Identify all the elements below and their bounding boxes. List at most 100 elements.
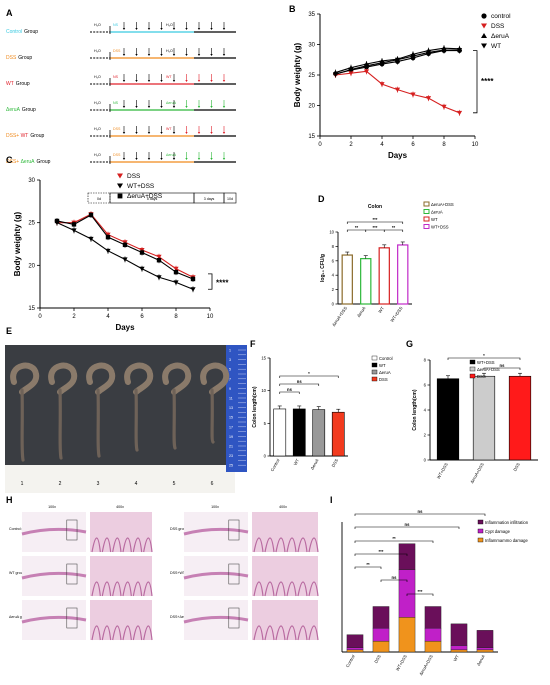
dosing-arrowhead — [147, 132, 151, 134]
point-wt — [410, 54, 416, 59]
colon-body — [172, 388, 177, 450]
point-wt-dss — [71, 228, 77, 233]
label-h2o: H₂O — [94, 49, 101, 53]
y-tick-label: 30 — [28, 178, 35, 184]
point-dss — [456, 110, 463, 116]
crypt — [143, 625, 153, 641]
timeline-0d: 0d — [97, 197, 101, 201]
significance-bracket — [279, 383, 320, 386]
label-h2o: H₂O — [94, 23, 101, 27]
x-tick-label: 6 — [140, 314, 144, 320]
significance-bracket — [354, 553, 408, 556]
stacked-bar-inflammation-infiltration — [372, 606, 390, 629]
bar-erua-dss — [341, 254, 353, 305]
histology-100x — [183, 512, 249, 552]
group-name: ΔeruA — [6, 107, 21, 113]
specimen-number: 2 — [59, 481, 62, 487]
specimen-number: 4 — [135, 481, 138, 487]
x-tick-label-dss: DSS — [330, 458, 339, 468]
colon-specimen: 6 — [200, 362, 230, 487]
schedule-row: Control Group H₂O NS H₂O — [6, 22, 236, 35]
histology-group-label-right: DSS+WT group — [170, 571, 195, 575]
specimen-number: 5 — [173, 481, 176, 487]
label-h2o-2: H₂O — [166, 23, 173, 27]
legend-swatch — [469, 366, 476, 372]
significance-label: *** — [418, 589, 423, 594]
bar-wt-dss — [436, 378, 460, 461]
timeline: 0d 5 days 3 days 10d — [87, 192, 237, 204]
x-tick-label-wt-dss: WT+DSS — [395, 654, 408, 672]
cecum — [86, 362, 116, 395]
x-tick-label-erua-dss: ΔeruA+DSS — [469, 462, 485, 484]
dosing-arrowhead — [185, 158, 188, 160]
mag-label-low-right: 100x — [211, 505, 219, 509]
tissue-bg — [90, 512, 152, 552]
panel-b-chart: B 15 20 25 30 35 0 2 4 6 8 10 Days Body weighty (g) c… — [289, 4, 511, 160]
crypt — [253, 581, 264, 597]
x-tick-label: 4 — [380, 142, 384, 148]
label-h2o-2: H₂O — [166, 49, 173, 53]
legend-swatch — [423, 216, 430, 222]
crypt — [308, 581, 319, 597]
point-wt — [394, 57, 401, 63]
schedule-group-label: DSS+ ΔeruA Group — [6, 159, 51, 165]
histology-group-label: ΔeruA group — [9, 615, 29, 619]
x-tick-label: 0 — [318, 142, 322, 148]
dosing-arrowhead — [122, 80, 126, 82]
stacked-bar-cypt-damage — [398, 569, 416, 618]
histology-100x — [21, 556, 87, 596]
crypt — [308, 537, 319, 553]
dosing-arrowhead — [210, 28, 213, 30]
x-tick-label-erua-dss: ΔeruA+DSS — [418, 654, 434, 676]
ruler-number: 25 — [229, 464, 233, 468]
ruler-number: 17 — [229, 425, 233, 429]
significance-bracket — [354, 513, 486, 516]
point-dss — [348, 71, 354, 76]
legend-label-erua: ΔeruA — [491, 33, 510, 40]
crypt — [132, 581, 143, 597]
legend-label-inflammation-infiltration: Inflammation infiltration — [485, 520, 529, 525]
label-treatment: ΔeruA — [166, 101, 177, 105]
significance-label: **** — [216, 278, 229, 287]
dosing-arrowhead — [147, 106, 151, 108]
stacked-bar-inflammation-infiltration — [424, 606, 442, 629]
bar-wt — [292, 408, 306, 457]
colon-specimen: 1 — [10, 362, 40, 487]
dosing-arrowhead — [197, 106, 201, 108]
dosing-arrowhead — [210, 106, 213, 108]
y-tick-label: 10 — [261, 388, 266, 393]
schedule-group-label: ΔeruA Group — [6, 107, 36, 113]
crypt — [143, 581, 153, 597]
ruler-number: 19 — [229, 435, 233, 439]
colon-body — [210, 388, 215, 444]
legend-label-wt: WT — [491, 43, 501, 50]
zoom-box — [228, 607, 240, 629]
stacked-bar-cypt-damage — [476, 647, 494, 651]
dosing-arrowhead — [210, 158, 213, 160]
y-tick-label: 0 — [424, 458, 427, 463]
legend-label-erua-dss: ΔeruA+DSS — [477, 367, 500, 372]
crypt — [308, 625, 319, 641]
legend-marker — [481, 13, 487, 19]
point-wt — [332, 72, 339, 77]
schedule-group-label: WT Group — [6, 81, 30, 87]
legend-swatch — [371, 376, 378, 382]
crypt — [253, 625, 264, 641]
legend-swatch — [423, 224, 430, 229]
panel-i-letter: I — [330, 495, 333, 505]
group-name: DSS — [6, 55, 17, 61]
dosing-arrowhead — [197, 158, 201, 160]
dosing-arrowhead — [172, 54, 176, 56]
y-tick-label: 2 — [424, 433, 427, 438]
bar-wt-dss — [397, 244, 409, 305]
crypt — [91, 581, 101, 597]
colon-specimen: 4 — [124, 362, 154, 487]
group-name-2: WT — [19, 133, 28, 139]
panel-f-letter: F — [250, 339, 256, 349]
zoom-box — [228, 563, 240, 585]
histology-100x — [183, 556, 249, 596]
significance-bracket — [380, 579, 408, 582]
legend-label-dss: DSS — [491, 23, 505, 30]
y-axis-label: Colon length(cm) — [412, 389, 418, 430]
